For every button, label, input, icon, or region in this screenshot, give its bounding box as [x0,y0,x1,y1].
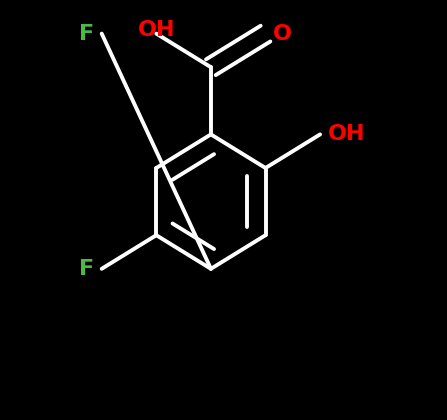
Text: OH: OH [138,20,175,40]
Text: F: F [79,24,94,44]
Text: O: O [273,24,292,44]
Text: OH: OH [328,124,365,144]
Text: F: F [79,259,94,279]
